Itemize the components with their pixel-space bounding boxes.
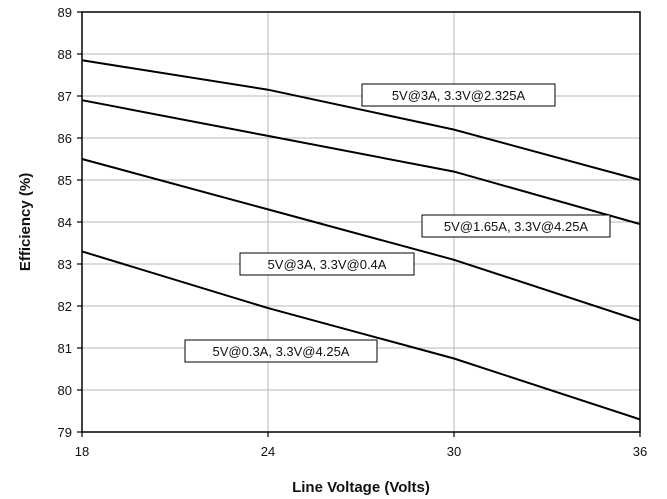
y-tick-label: 87 bbox=[58, 89, 72, 104]
y-tick-label: 81 bbox=[58, 341, 72, 356]
y-tick-label: 88 bbox=[58, 47, 72, 62]
y-tick-label: 84 bbox=[58, 215, 72, 230]
y-tick-label: 82 bbox=[58, 299, 72, 314]
y-tick-label: 89 bbox=[58, 5, 72, 20]
y-tick-label: 85 bbox=[58, 173, 72, 188]
series-label-1: 5V@3A, 3.3V@2.325A bbox=[392, 88, 526, 103]
y-tick-label: 86 bbox=[58, 131, 72, 146]
series-line-4 bbox=[81, 250, 641, 421]
x-tick-label: 36 bbox=[633, 444, 647, 459]
x-tick-labels: 18 24 30 36 bbox=[75, 432, 647, 459]
series-label-4: 5V@0.3A, 3.3V@4.25A bbox=[213, 344, 350, 359]
series-labels: 5V@3A, 3.3V@2.325A 5V@1.65A, 3.3V@4.25A 5V… bbox=[184, 83, 611, 363]
series-label-3: 5V@3A, 3.3V@0.4A bbox=[268, 257, 387, 272]
y-tick-label: 80 bbox=[58, 383, 72, 398]
series-label-box-2 bbox=[421, 214, 611, 238]
y-tick-label: 79 bbox=[58, 425, 72, 440]
series-label-box-4 bbox=[184, 339, 378, 363]
series-line-1 bbox=[81, 59, 641, 181]
x-tick-label: 30 bbox=[447, 444, 461, 459]
x-axis-label: Line Voltage (Volts) bbox=[292, 479, 430, 496]
series-lines bbox=[81, 59, 641, 421]
y-axis-label: Efficiency (%) bbox=[17, 173, 34, 271]
series-label-2: 5V@1.65A, 3.3V@4.25A bbox=[444, 219, 589, 234]
y-tick-labels: 79 80 81 82 83 84 85 86 87 88 89 bbox=[58, 5, 82, 440]
series-label-box-1 bbox=[361, 83, 556, 107]
series-line-2 bbox=[81, 99, 641, 226]
series-label-box-3 bbox=[239, 252, 415, 276]
x-tick-label: 24 bbox=[261, 444, 275, 459]
y-tick-label: 83 bbox=[58, 257, 72, 272]
series-line-3 bbox=[81, 158, 641, 322]
x-tick-label: 18 bbox=[75, 444, 89, 459]
